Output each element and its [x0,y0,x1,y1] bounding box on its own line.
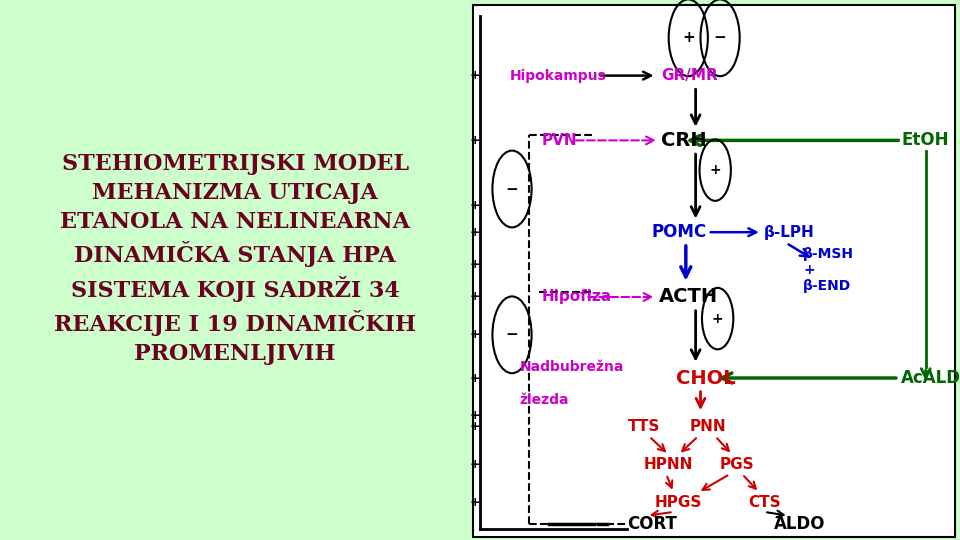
Text: POMC: POMC [652,223,707,241]
Text: +: + [470,199,481,212]
Text: −: − [713,30,727,45]
Text: PGS: PGS [720,457,755,472]
Text: +: + [470,458,481,471]
Text: +: + [709,163,721,177]
Text: +: + [470,420,481,433]
Text: AcALD: AcALD [901,369,960,387]
Text: +: + [470,409,481,422]
Text: +: + [470,226,481,239]
Text: β-LPH: β-LPH [764,225,815,240]
Text: Hipokampus: Hipokampus [510,69,607,83]
Text: žlezda: žlezda [519,393,569,407]
Text: CRH: CRH [661,131,707,150]
Text: +: + [682,30,695,45]
Text: STEHIOMETRIJSKI MODEL
MEHANIZMA UTICAJA
ETANOLA NA NELINEARNA
DINAMIČKA STANJA H: STEHIOMETRIJSKI MODEL MEHANIZMA UTICAJA … [54,153,417,365]
Text: PNN: PNN [689,419,726,434]
Text: +: + [470,258,481,271]
Text: PVN: PVN [541,133,577,148]
Text: GR/MR: GR/MR [661,68,718,83]
Text: +: + [711,312,724,326]
Text: CHOL: CHOL [676,368,735,388]
Text: TTS: TTS [628,419,660,434]
Text: EtOH: EtOH [901,131,948,150]
Text: Nadbubrežna: Nadbubrežna [519,360,624,374]
Text: CTS: CTS [748,495,780,510]
Text: +: + [470,372,481,384]
Text: CORT: CORT [627,515,677,533]
Text: +: + [470,69,481,82]
Text: −: − [506,181,518,197]
Text: ALDO: ALDO [774,515,826,533]
Text: ACTH: ACTH [660,287,718,307]
Text: +: + [470,496,481,509]
Text: +: + [470,291,481,303]
Text: +: + [470,328,481,341]
Text: β-MSH
+
β-END: β-MSH + β-END [804,247,854,293]
Text: HPGS: HPGS [655,495,702,510]
Text: +: + [470,134,481,147]
Text: Hipofiza: Hipofiza [541,289,612,305]
Text: HPNN: HPNN [644,457,693,472]
Text: −: − [506,327,518,342]
